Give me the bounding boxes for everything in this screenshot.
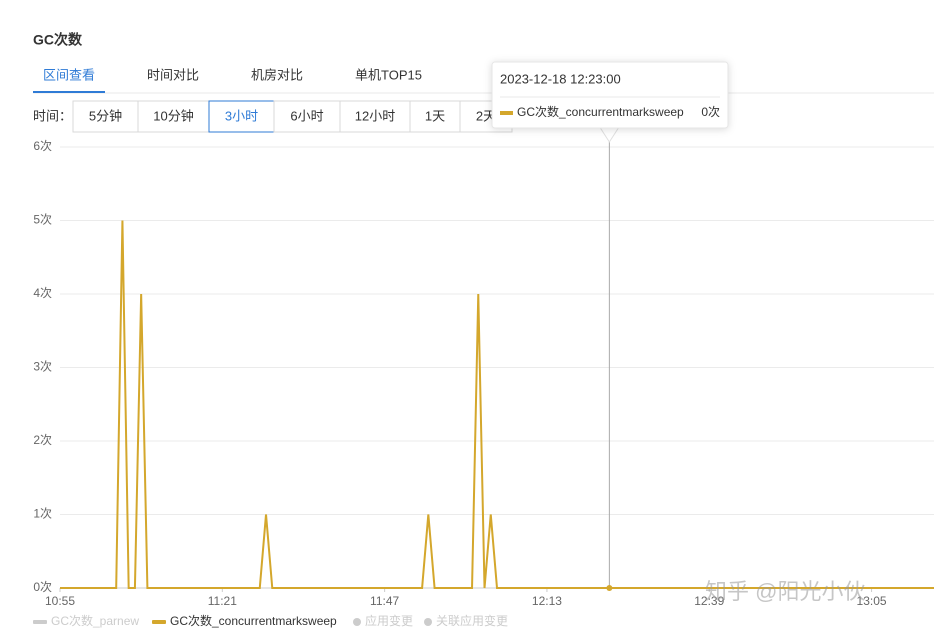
y-tick-label: 2次 [33, 433, 52, 447]
legend-swatch[interactable] [33, 620, 47, 624]
legend-label[interactable]: 应用变更 [365, 613, 413, 628]
y-tick-label: 6次 [33, 139, 52, 153]
hover-point [606, 585, 613, 591]
y-tick-label: 1次 [33, 507, 52, 521]
x-tick-label: 11:47 [370, 594, 399, 608]
tooltip-value: 0次 [701, 105, 720, 119]
panel-title: GC次数 [33, 32, 83, 48]
watermark: 知乎 @阳光小伙 [705, 579, 865, 604]
tooltip-time: 2023-12-18 12:23:00 [500, 71, 621, 86]
series-line [60, 220, 934, 589]
tab[interactable]: 机房对比 [251, 67, 303, 82]
legend-swatch[interactable] [353, 618, 361, 626]
legend-label[interactable]: 关联应用变更 [436, 613, 508, 628]
tooltip-series: GC次数_concurrentmarksweep [517, 104, 684, 119]
x-tick-label: 12:13 [532, 594, 562, 608]
legend-swatch[interactable] [424, 618, 432, 626]
time-label: 时间： [33, 108, 72, 123]
x-tick-label: 11:21 [208, 594, 237, 608]
y-tick-label: 0次 [33, 580, 52, 594]
legend-label[interactable]: GC次数_parnew [51, 613, 139, 628]
x-tick-label: 13:05 [857, 594, 887, 608]
tooltip-box [491, 61, 729, 129]
y-tick-label: 4次 [33, 286, 52, 300]
time-button-label[interactable]: 1天 [425, 108, 445, 123]
time-button-label[interactable]: 3小时 [225, 108, 258, 123]
time-button[interactable] [208, 100, 275, 133]
tooltip-arrow [599, 127, 620, 143]
tab[interactable]: 区间查看 [43, 67, 95, 82]
x-tick-label: 12:39 [694, 594, 724, 608]
time-button-label[interactable]: 5分钟 [89, 108, 122, 123]
tooltip-swatch [500, 111, 513, 115]
tab-underline [33, 91, 105, 93]
tab[interactable]: 时间对比 [147, 67, 199, 82]
time-button[interactable] [137, 100, 210, 133]
legend-label[interactable]: GC次数_concurrentmarksweep [170, 613, 337, 628]
time-button-label[interactable]: 12小时 [355, 108, 395, 123]
legend-swatch[interactable] [152, 620, 166, 624]
y-tick-label: 5次 [33, 213, 52, 227]
y-tick-label: 3次 [33, 360, 52, 374]
time-button-label[interactable]: 6小时 [290, 108, 323, 123]
tab[interactable]: 单机TOP15 [355, 67, 422, 82]
x-tick-label: 10:55 [45, 594, 75, 608]
time-button-label[interactable]: 10分钟 [153, 108, 193, 123]
time-button-label[interactable]: 2天 [476, 108, 496, 123]
